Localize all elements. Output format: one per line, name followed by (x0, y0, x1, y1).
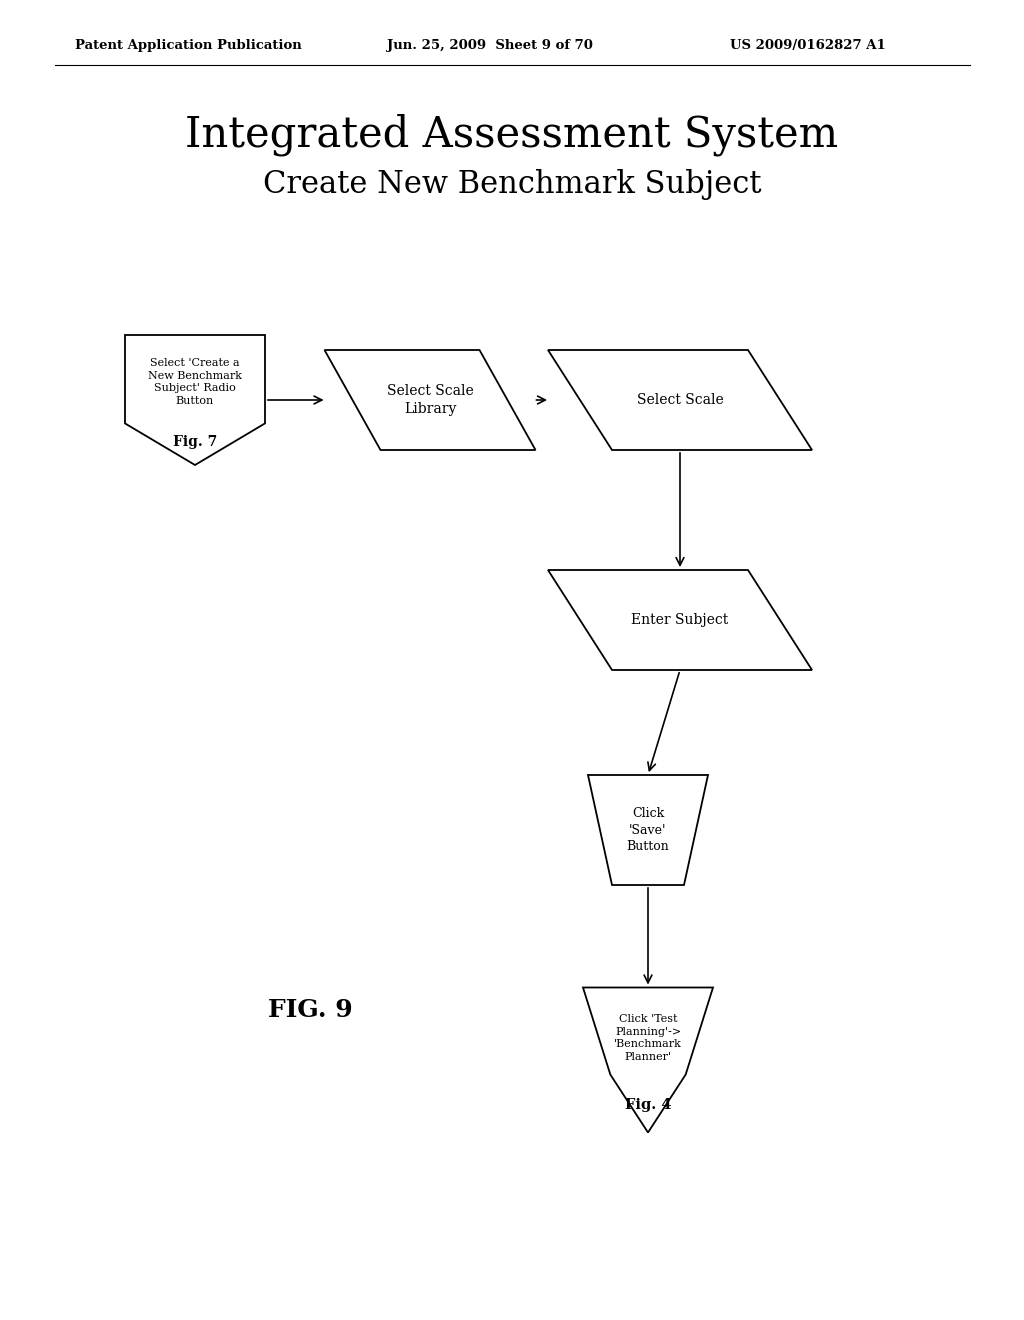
Polygon shape (588, 775, 708, 884)
Text: Integrated Assessment System: Integrated Assessment System (185, 114, 839, 156)
Text: FIG. 9: FIG. 9 (267, 998, 352, 1022)
Text: Fig. 4: Fig. 4 (625, 1098, 672, 1111)
Text: Click 'Test
Planning'->
'Benchmark
Planner': Click 'Test Planning'-> 'Benchmark Plann… (614, 1014, 682, 1063)
Text: Select Scale: Select Scale (637, 393, 723, 407)
Text: Patent Application Publication: Patent Application Publication (75, 38, 302, 51)
Text: Create New Benchmark Subject: Create New Benchmark Subject (263, 169, 761, 201)
Polygon shape (325, 350, 536, 450)
Polygon shape (548, 570, 812, 671)
Text: Enter Subject: Enter Subject (632, 612, 729, 627)
Text: Jun. 25, 2009  Sheet 9 of 70: Jun. 25, 2009 Sheet 9 of 70 (387, 38, 593, 51)
Polygon shape (583, 987, 713, 1133)
Text: Fig. 7: Fig. 7 (173, 436, 217, 449)
Polygon shape (125, 335, 265, 465)
Text: Select Scale
Library: Select Scale Library (387, 384, 473, 416)
Polygon shape (548, 350, 812, 450)
Text: Select 'Create a
New Benchmark
Subject' Radio
Button: Select 'Create a New Benchmark Subject' … (148, 358, 242, 407)
Text: US 2009/0162827 A1: US 2009/0162827 A1 (730, 38, 886, 51)
Text: Click
'Save'
Button: Click 'Save' Button (627, 807, 670, 853)
